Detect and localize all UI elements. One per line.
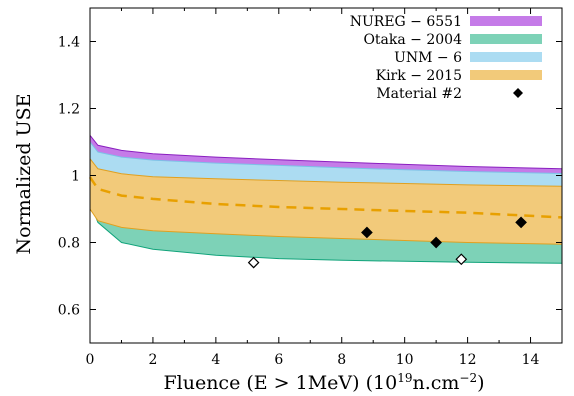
x-tick-label: 8 — [337, 352, 346, 368]
band-upper-nureg-6551 — [89, 134, 563, 170]
x-tick-label: 12 — [459, 352, 477, 368]
y-tick-label: 1.2 — [58, 102, 80, 118]
y-tick-label: 1.4 — [58, 35, 80, 51]
x-tick-label: 0 — [86, 352, 95, 368]
y-tick-label: 0.8 — [58, 236, 80, 252]
legend-swatch — [470, 52, 542, 62]
material-point-filled — [361, 226, 373, 239]
band-upper-unm-6 — [89, 141, 563, 174]
y-axis-title: Normalized USE — [13, 94, 35, 255]
x-tick-label: 4 — [211, 352, 220, 368]
legend-marker-material — [513, 88, 523, 98]
x-tick-label: 10 — [396, 352, 414, 368]
x-axis-title-exponent: 19 — [397, 371, 412, 385]
x-axis-title: Fluence (E > 1MeV) (1019n.cm−2) — [163, 371, 484, 394]
x-axis-title-text: Fluence (E > 1MeV) (10 — [163, 372, 397, 394]
legend-swatch — [470, 34, 542, 44]
x-tick-label: 2 — [148, 352, 157, 368]
x-axis-title-unit-exponent: −2 — [459, 371, 477, 385]
material-point-open — [247, 256, 260, 269]
band-kirk-2015 — [90, 158, 562, 245]
mean-layer — [88, 176, 563, 219]
legend-label: NUREG − 6551 — [350, 14, 462, 30]
x-tick-label: 6 — [274, 352, 283, 368]
y-tick-label: 0.6 — [58, 303, 80, 319]
x-axis-title-unit: n.cm — [412, 372, 459, 394]
x-axis-title-close: ) — [477, 372, 484, 394]
material-point-filled — [430, 236, 442, 249]
legend-label: UNM − 6 — [394, 50, 462, 66]
legend-swatch — [470, 70, 542, 80]
legend-swatch — [470, 16, 542, 26]
material-point-open — [455, 253, 468, 266]
x-tick-label: 14 — [522, 352, 540, 368]
mean-line-kirk-2015 — [88, 176, 563, 219]
band-upper-kirk-2015 — [89, 158, 563, 187]
legend-label: Kirk − 2015 — [376, 68, 462, 84]
points-layer — [247, 216, 527, 269]
legend: NUREG − 6551 Otaka − 2004 UNM − 6 Kirk − 20… — [350, 14, 542, 102]
legend-label: Material #2 — [376, 86, 462, 102]
ticks-layer: 0 2 4 6 8 10 12 14 0.6 0.8 1 1.2 1.4 — [58, 8, 562, 368]
band-lower-otaka-2004 — [89, 202, 563, 264]
material-point-filled — [515, 216, 527, 229]
legend-label: Otaka − 2004 — [363, 32, 462, 48]
y-tick-label: 1 — [71, 169, 80, 185]
